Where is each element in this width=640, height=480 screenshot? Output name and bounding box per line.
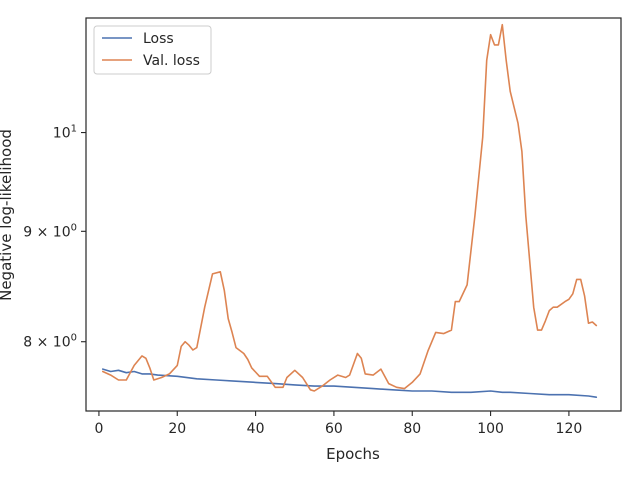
legend-label-loss: Loss (143, 31, 174, 47)
x-axis-ticks: 0 20 40 60 80 100 120 (94, 411, 582, 437)
x-tick-label: 0 (94, 421, 103, 437)
y-tick-label: 9 × 100 (23, 222, 77, 240)
y-axis-ticks: 8 × 100 9 × 100 101 (23, 124, 86, 351)
x-axis-title: Epochs (326, 445, 380, 463)
series-line-val-loss (102, 23, 598, 392)
x-tick-label: 100 (477, 421, 504, 437)
legend-label-val-loss: Val. loss (143, 53, 200, 69)
series-line-loss (102, 368, 598, 398)
plot-lines (102, 23, 598, 398)
y-tick-label: 8 × 100 (23, 333, 77, 351)
x-tick-label: 80 (403, 421, 421, 437)
x-tick-label: 40 (247, 421, 265, 437)
x-tick-label: 120 (556, 421, 583, 437)
x-tick-label: 20 (168, 421, 186, 437)
y-tick-label: 101 (53, 124, 77, 142)
legend: Loss Val. loss (93, 25, 212, 75)
y-axis-title: Negative log-likelihood (0, 129, 15, 301)
x-tick-label: 60 (325, 421, 343, 437)
plot-frame (85, 17, 622, 412)
